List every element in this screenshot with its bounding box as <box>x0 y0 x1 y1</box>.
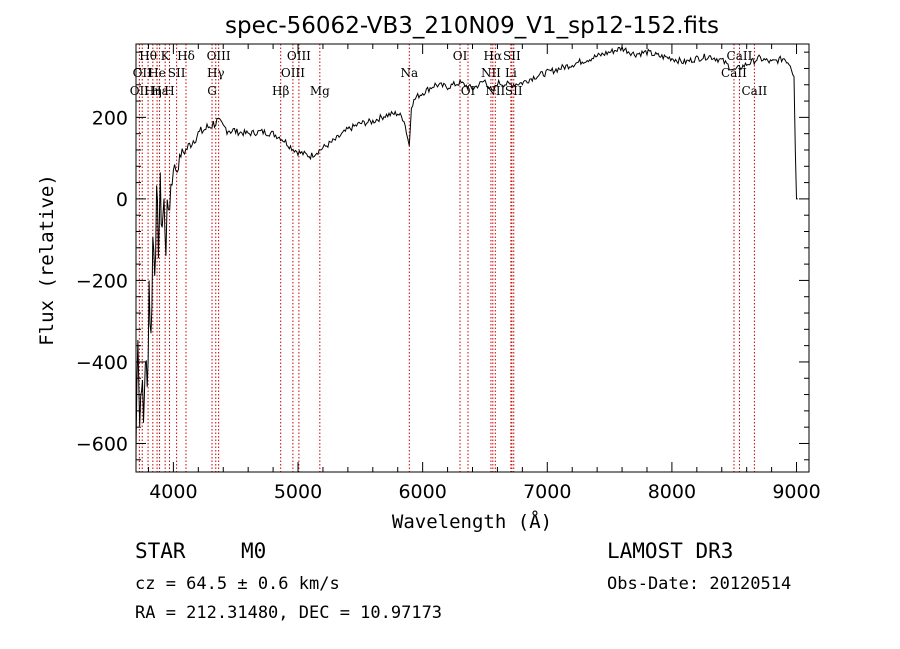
spectral-line-label: G <box>207 84 217 98</box>
object-subclass: M0 <box>241 539 267 563</box>
plot-frame <box>135 43 810 473</box>
spectral-line-label: Hβ <box>272 84 289 98</box>
spectral-line-label: K <box>161 49 171 63</box>
x-axis-label: Wavelength (Å) <box>392 510 552 533</box>
x-tick-label: 6000 <box>398 481 446 503</box>
spectral-line-label: NII <box>481 66 501 80</box>
spectral-line-label: Na <box>400 66 418 80</box>
spectral-line-label: OII <box>133 66 153 80</box>
spectral-line-label: CaII <box>727 49 753 63</box>
y-axis-label: Flux (relative) <box>36 174 58 346</box>
spectral-line-label: Hδ <box>177 49 195 63</box>
spectral-line-label: H <box>164 84 174 98</box>
object-class: STAR <box>135 539 186 563</box>
survey-name: LAMOST DR3 <box>607 539 734 563</box>
y-tick-label: −600 <box>76 433 128 455</box>
y-tick-label: 200 <box>92 107 128 129</box>
spectral-line-label: CaII <box>741 84 767 98</box>
chart-title: spec-56062-VB3_210N09_V1_sp12-152.fits <box>225 13 719 39</box>
spectral-line-label: OIII <box>207 49 231 63</box>
spectral-line-label: Li <box>505 66 517 80</box>
x-tick-label: 9000 <box>772 481 820 503</box>
y-tick-label: 0 <box>116 189 128 211</box>
spectral-line-label: OIII <box>287 49 311 63</box>
x-tick-label: 5000 <box>274 481 322 503</box>
spectrum-series-line <box>135 44 798 453</box>
spectral-line-label: Hη <box>144 84 162 98</box>
spectral-line-markers <box>138 44 755 472</box>
spectral-line-label: Mg <box>310 84 330 98</box>
spectral-line-label: Hγ <box>207 66 225 80</box>
x-tick-label: 8000 <box>648 481 696 503</box>
spectral-line-label: OI <box>453 49 468 63</box>
axis-ticks: 4000 5000 6000 7000 8000 9000 −600 −400 −200 0 200 <box>76 44 821 503</box>
x-tick-label: 4000 <box>149 481 197 503</box>
spectral-line-label: CaII <box>721 66 747 80</box>
x-tick-label: 7000 <box>523 481 571 503</box>
redshift-velocity: cz = 64.5 ± 0.6 km/s <box>135 574 340 594</box>
spectral-line-label: Hε <box>151 84 168 98</box>
spectral-line-label: OII <box>130 84 150 98</box>
spectral-line-labels: OII OII Hθ Hη He Hε K H SII Hδ Hγ G OIII Hβ OIII OIII Mg… <box>130 49 768 98</box>
spectral-line-label: Hα <box>484 49 503 63</box>
y-tick-label: −400 <box>76 352 128 374</box>
spectral-line-label: SII <box>505 84 523 98</box>
spectral-line-label: SII <box>503 49 521 63</box>
y-tick-label: −200 <box>76 270 128 292</box>
spectral-line-label: Hθ <box>139 49 157 63</box>
coordinates: RA = 212.31480, DEC = 10.97173 <box>135 603 443 623</box>
spectral-line-label: SII <box>168 66 186 80</box>
spectral-line-label: OIII <box>281 66 305 80</box>
spectral-line-label: He <box>148 66 166 80</box>
observation-date: Obs-Date: 20120514 <box>607 574 792 594</box>
